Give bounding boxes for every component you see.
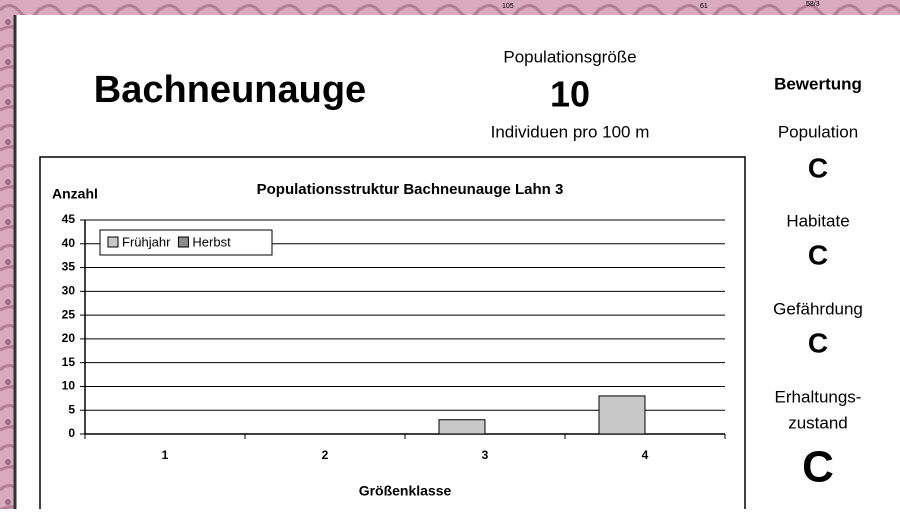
bar <box>598 395 646 435</box>
rating-grade: C <box>802 443 834 492</box>
y-tick-label: 35 <box>62 260 76 274</box>
rating-label: Erhaltungs- <box>775 387 862 406</box>
y-tick-label: 10 <box>62 379 76 393</box>
x-tick-label: 3 <box>482 448 489 462</box>
rating-grade: C <box>808 152 828 183</box>
x-tick-label: 4 <box>642 448 649 462</box>
x-tick-label: 2 <box>322 448 329 462</box>
chart-frame <box>39 156 746 514</box>
x-tick-label: 1 <box>162 448 169 462</box>
y-tick-label: 40 <box>62 236 76 250</box>
x-axis-label: Größenklasse <box>359 483 452 499</box>
rating-label: Gefährdung <box>773 299 863 318</box>
rating-grade: C <box>808 239 828 270</box>
population-size-label: Populationsgröße <box>503 47 636 66</box>
population-size-unit: Individuen pro 100 m <box>491 122 650 141</box>
legend-label: Herbst <box>192 234 231 249</box>
rating-label: zustand <box>788 413 848 432</box>
y-tick-label: 25 <box>62 307 76 321</box>
rating-label: Population <box>778 122 858 141</box>
legend-label: Frühjahr <box>122 234 171 249</box>
bar <box>438 419 486 435</box>
y-tick-label: 0 <box>68 426 75 440</box>
y-tick-label: 15 <box>62 355 76 369</box>
rating-grade: C <box>808 327 828 358</box>
species-title: Bachneunauge <box>94 69 366 111</box>
legend-swatch <box>107 236 119 248</box>
rating-title: Bewertung <box>774 74 862 93</box>
rating-label: Habitate <box>786 211 849 230</box>
map-label: 58/3 <box>806 1 820 8</box>
y-tick-label: 30 <box>62 284 76 298</box>
population-size: 10 <box>550 74 590 115</box>
y-tick-label: 5 <box>68 402 75 416</box>
y-tick-label: 20 <box>62 331 76 345</box>
legend-swatch <box>177 236 189 248</box>
y-tick-label: 45 <box>62 212 76 226</box>
chart-title: Populationsstruktur Bachneunauge Lahn 3 <box>257 181 564 198</box>
map-label: 105 <box>502 3 514 10</box>
map-label: 61 <box>700 3 708 10</box>
y-axis-label: Anzahl <box>52 186 98 202</box>
